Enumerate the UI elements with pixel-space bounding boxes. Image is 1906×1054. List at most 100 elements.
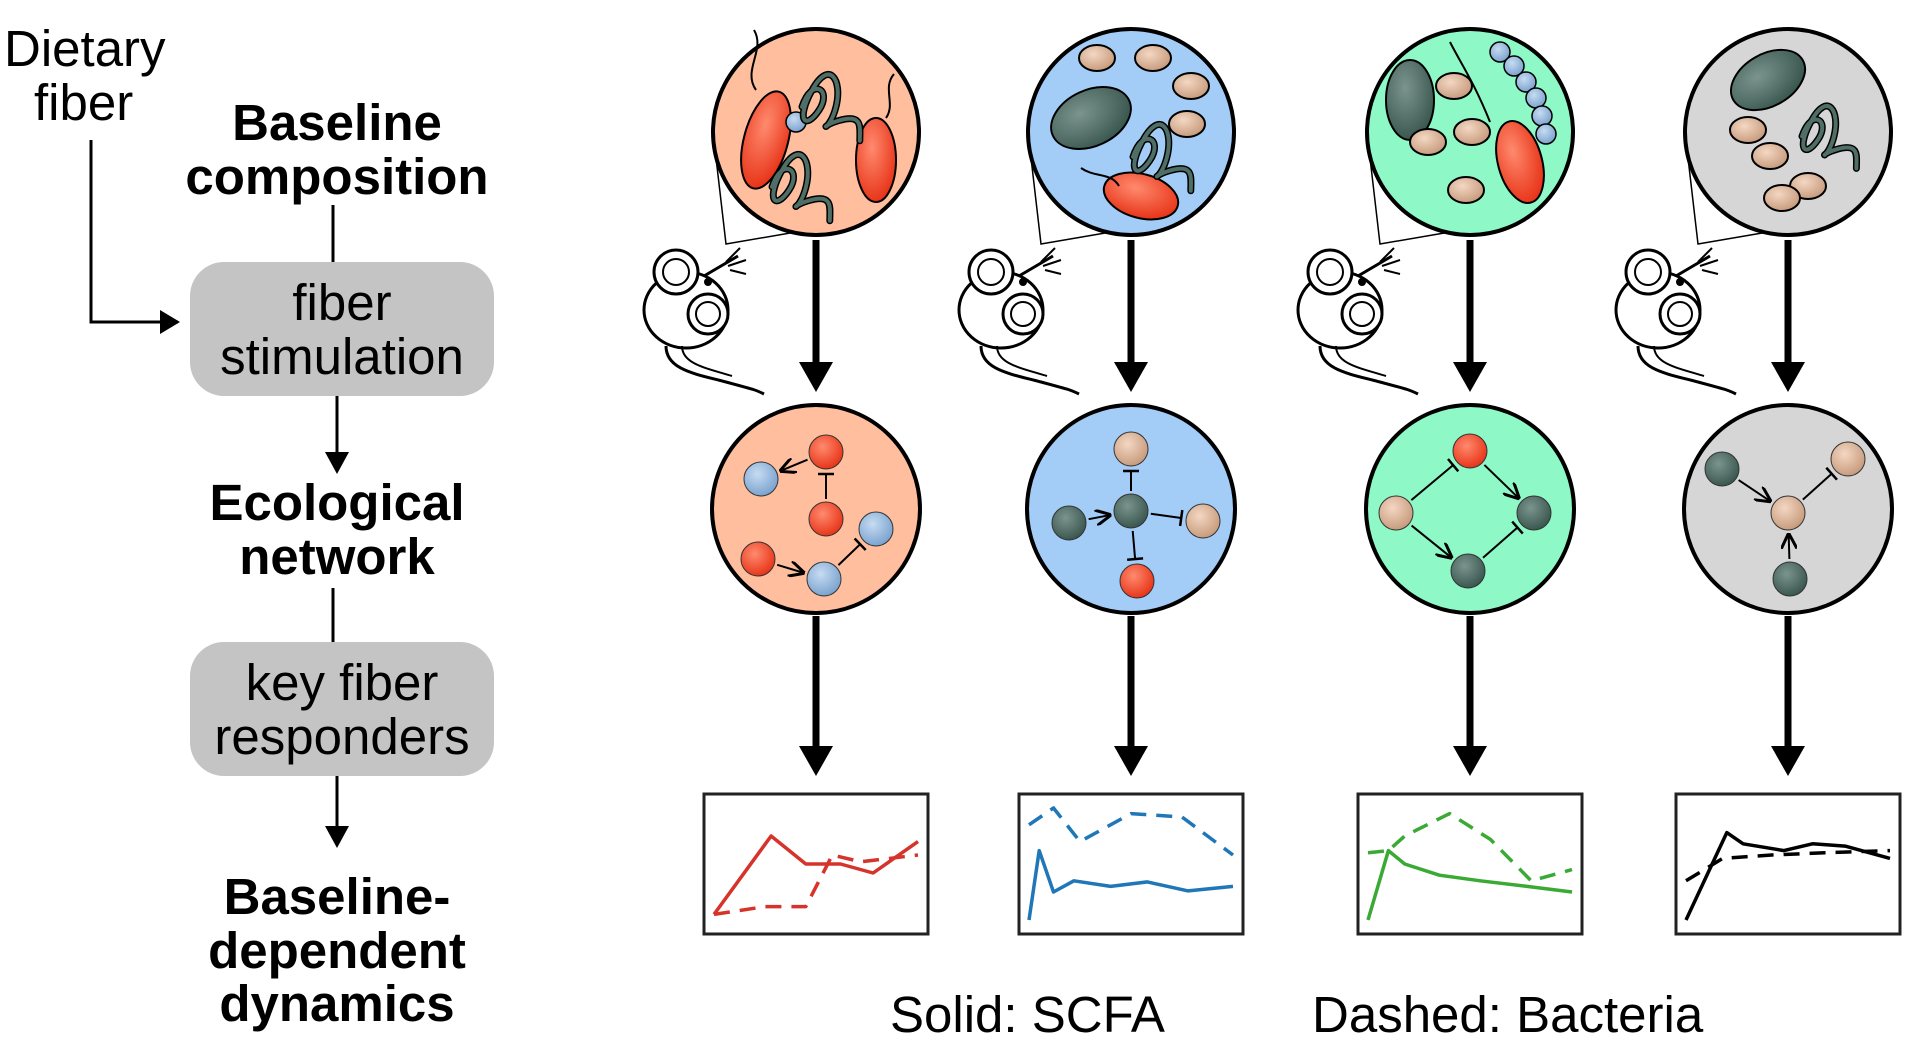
tan-coccus (1453, 118, 1491, 146)
mouse-inner-ear (1667, 301, 1693, 327)
network-node (740, 541, 776, 577)
activation-edge (776, 565, 803, 573)
network-node (1704, 451, 1740, 487)
flowchart (89, 140, 494, 848)
scfa-line (1027, 848, 1234, 921)
flagellum (1449, 41, 1491, 123)
activation-edge (1410, 524, 1451, 558)
spirochete (1800, 104, 1859, 171)
stim-line1: fiber (292, 274, 392, 331)
activation-edge (1738, 479, 1770, 501)
mouse-whiskers (1040, 247, 1062, 275)
flagellum (1080, 167, 1120, 187)
dietary-fiber-line2: fiber (34, 73, 134, 131)
dyn-line2: dependent (208, 921, 466, 979)
key-dyn-arrowhead (325, 826, 349, 848)
network-node (1772, 561, 1808, 597)
magnify-lines (1684, 131, 1769, 245)
down-arrow-head (1771, 362, 1805, 392)
flagellum (750, 29, 759, 91)
dynamics-chart-frame (1356, 792, 1584, 936)
dyn-line1: Baseline- (223, 868, 451, 925)
mouse-snout (1675, 254, 1711, 278)
network-circle-group (1682, 403, 1894, 615)
inhibition-edge (837, 543, 861, 566)
spirochete (1131, 122, 1193, 193)
green-community (1296, 27, 1584, 936)
legend-dashed: Dashed: Bacteria (1312, 986, 1704, 1043)
dietary-fiber-label: Dietary fiber (4, 22, 166, 129)
dietary-fiber-arrow (89, 140, 178, 324)
baseline-composition-label: Baseline composition (172, 96, 502, 203)
mouse-foot (1335, 345, 1387, 377)
bacteria-line (713, 853, 919, 917)
dark-oval-bacterium (1385, 59, 1435, 141)
bacteria-line (1367, 811, 1573, 883)
down-arrow-head (1453, 746, 1487, 776)
activation-edge (1789, 535, 1790, 560)
chain-coccus (1515, 71, 1537, 93)
mouse-tail (979, 345, 1080, 396)
blue-community (957, 27, 1245, 936)
inhibition-edge (1482, 526, 1519, 559)
activation-edge (1088, 515, 1110, 519)
composition-circle-group (1614, 27, 1893, 396)
dynamics-chart-frame (1017, 792, 1245, 936)
magnify-lines (1027, 131, 1112, 245)
scfa-line (1366, 848, 1573, 921)
network-circle (1364, 403, 1576, 615)
inhibition-bar (1511, 520, 1524, 535)
dietary-fiber-line1: Dietary (4, 20, 166, 77)
mouse-whiskers (1379, 247, 1401, 275)
inhibition-edge (1410, 464, 1454, 501)
down-arrow-head (799, 362, 833, 392)
bacteria-line (1028, 806, 1235, 857)
tan-coccus (1729, 116, 1767, 144)
chain-coccus (1525, 87, 1547, 109)
eco-line1: Ecological (209, 474, 465, 531)
tan-coccus (1078, 44, 1116, 72)
inhibition-edge (1131, 530, 1137, 560)
stim-eco-arrowhead (325, 452, 349, 474)
tan-coccus (1763, 184, 1801, 212)
key-line2: responders (214, 707, 470, 765)
red-rod-bacterium (1495, 120, 1545, 204)
mouse-tail (1318, 345, 1419, 396)
down-arrow-head (1114, 746, 1148, 776)
red-rod-bacterium (855, 117, 897, 203)
composition-circle-group (642, 27, 921, 396)
mouse-inner-ear (695, 301, 721, 327)
mouse-eye (704, 278, 712, 286)
tan-coccus (1409, 128, 1447, 156)
mouse-inner-ear (1634, 258, 1662, 286)
mouse-eye (1676, 278, 1684, 286)
dark-oval-bacterium (1730, 48, 1806, 112)
baseline-line1: Baseline (232, 94, 442, 151)
network-node (806, 561, 842, 597)
network-node (1770, 495, 1806, 531)
ecological-network-label: Ecological network (172, 476, 502, 583)
network-node (858, 511, 894, 547)
mouse-eye (1019, 278, 1027, 286)
mouse-eye (1358, 278, 1366, 286)
legend-solid: Solid: SCFA (890, 986, 1165, 1043)
tan-coccus (1168, 110, 1206, 138)
down-arrow-head (1771, 746, 1805, 776)
key-line1: key fiber (245, 654, 439, 711)
chain-coccus (1503, 55, 1525, 77)
tan-coccus (1134, 44, 1172, 72)
tan-coccus (1751, 142, 1789, 170)
down-arrow-head (1114, 362, 1148, 392)
mouse-snout (703, 254, 739, 278)
dark-oval-bacterium (1050, 86, 1132, 150)
network-node (1450, 553, 1486, 589)
down-arrow-head (799, 746, 833, 776)
dietary-fiber-arrowhead (160, 310, 180, 334)
network-node (1516, 495, 1552, 531)
mouse-inner-ear (1349, 301, 1375, 327)
key-fiber-responders-box (190, 642, 494, 776)
mouse-tail (664, 345, 765, 396)
inhibition-bar (1127, 557, 1144, 562)
